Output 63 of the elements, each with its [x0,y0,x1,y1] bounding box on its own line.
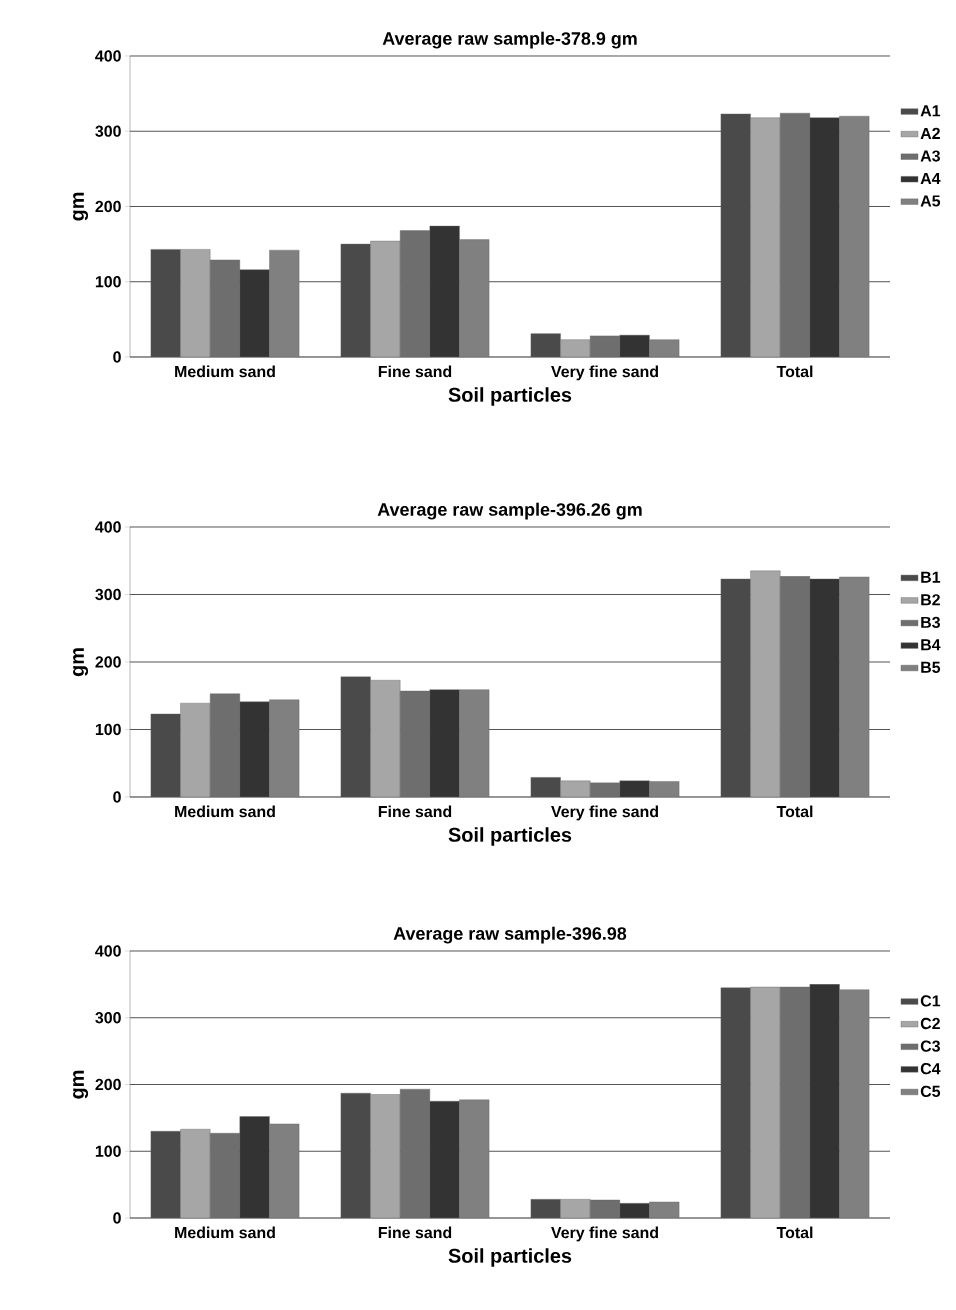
y-tick-label: 200 [95,656,121,668]
y-tick-label: 200 [95,1078,121,1091]
y-tick-label: 100 [95,1145,121,1157]
x-tick-label: Total [776,805,813,818]
legend-label: B3 [921,616,940,629]
y-tick-label: 300 [95,588,121,601]
legend-label: B1 [921,571,941,583]
bar [459,239,490,357]
legend-label: C2 [920,1017,940,1030]
bar [239,1116,270,1218]
x-tick-label: Very fine sand [551,365,658,381]
x-axis-title: Soil particles [448,387,572,406]
x-tick-label: Very fine sand [551,805,658,821]
bar [429,1100,460,1218]
legend-label: C5 [920,1085,941,1097]
x-tick-label: Total [776,1226,813,1239]
bar [370,1094,401,1218]
y-tick-label: 300 [95,125,121,137]
x-tick-label: Very fine sand [551,1226,658,1242]
y-tick-label: 0 [113,1212,121,1224]
y-tick-label: 100 [95,276,121,288]
y-tick-label: 400 [95,521,121,533]
x-axis-title: Soil particles [448,1248,572,1267]
y-tick-label: 200 [95,200,121,213]
legend-label: A2 [920,127,940,139]
y-tick-label: 0 [113,351,121,363]
legend-label: A1 [920,105,941,117]
x-tick-label: Fine sand [378,365,452,378]
legend-label: A5 [920,195,941,207]
y-tick-label: 0 [113,791,121,803]
bar [269,249,300,357]
x-axis-title: Soil particles [448,827,572,846]
y-tick-label: 400 [95,945,121,957]
y-axis-title: gm [73,192,89,221]
legend-label: C1 [920,995,941,1007]
bar [180,1129,211,1218]
y-tick-label: 100 [95,723,121,736]
x-tick-label: Medium sand [175,365,275,378]
legend-label: C4 [920,1063,941,1075]
bar [269,1123,300,1218]
y-axis-title: gm [73,1070,89,1099]
legend-label: C3 [920,1040,940,1052]
legend-label: B5 [921,661,941,673]
x-tick-label: Fine sand [378,805,452,818]
chart-title: Average raw sample-396.98 [393,926,627,944]
x-tick-label: Total [776,365,813,378]
bar [839,115,870,357]
legend-label: B2 [921,594,940,606]
bar [809,984,840,1218]
legend-label: B4 [921,639,941,651]
legend-label: A4 [920,172,941,184]
bar [459,1099,490,1218]
y-tick-label: 400 [95,50,121,62]
chart-title: Average raw sample-378.9 gm [382,31,637,49]
chart-title: Average raw sample-396.26 gm [377,502,642,520]
bar [839,989,870,1218]
x-tick-label: Medium sand [175,805,275,818]
legend-label: A3 [920,150,940,162]
x-tick-label: Fine sand [378,1226,452,1239]
y-tick-label: 300 [95,1012,121,1024]
bar [750,986,781,1218]
y-axis-title: gm [73,648,89,677]
x-tick-label: Medium sand [175,1226,275,1239]
